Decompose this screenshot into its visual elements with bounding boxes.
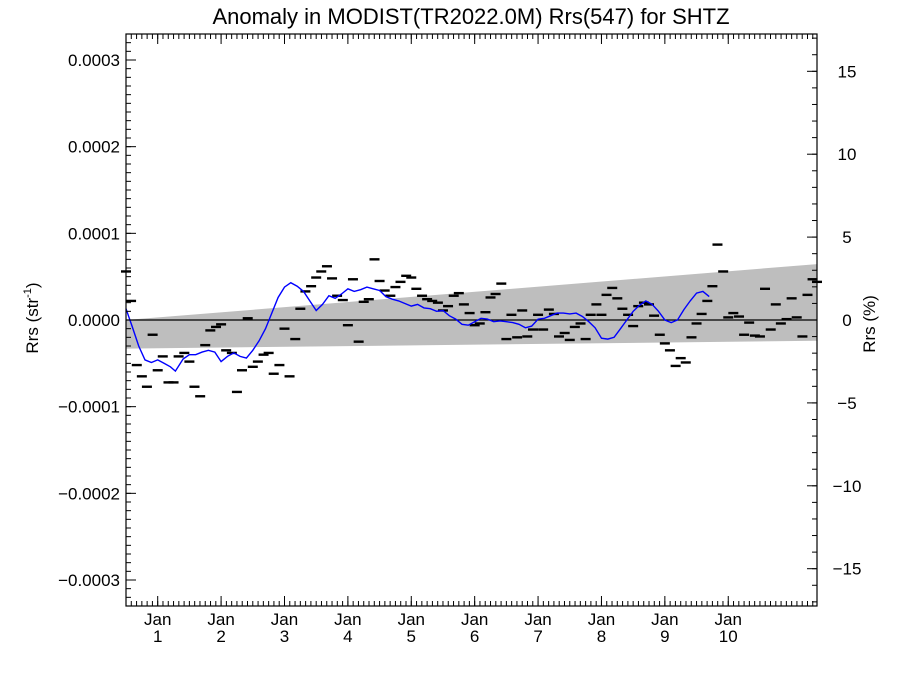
y-tick-label-right: 0 (842, 311, 851, 330)
x-tick-label-month: Jan (461, 610, 488, 629)
x-tick-label-year: 9 (660, 627, 669, 646)
x-tick-label-month: Jan (588, 610, 615, 629)
uncertainty-band (126, 264, 817, 349)
x-tick-label-month: Jan (715, 610, 742, 629)
x-tick-label-month: Jan (144, 610, 171, 629)
y-tick-label-right: −10 (833, 477, 862, 496)
x-tick-label-year: 5 (407, 627, 416, 646)
y-tick-label-left: −0.0003 (58, 571, 120, 590)
x-tick-label-month: Jan (271, 610, 298, 629)
x-tick-label-year: 6 (470, 627, 479, 646)
plot-area (121, 33, 822, 607)
y-tick-label-left: 0.0003 (68, 51, 120, 70)
y-tick-label-right: 5 (842, 228, 851, 247)
x-tick-label-month: Jan (334, 610, 361, 629)
y-tick-label-left: −0.0002 (58, 484, 120, 503)
x-tick-label-month: Jan (207, 610, 234, 629)
y-tick-label-right: 10 (838, 145, 857, 164)
y-tick-label-left: −0.0001 (58, 398, 120, 417)
x-tick-label-year: 4 (343, 627, 352, 646)
chart-title: Anomaly in MODIST(TR2022.0M) Rrs(547) fo… (212, 4, 729, 29)
y-tick-label-right: −5 (837, 394, 856, 413)
y-axis-left-label-sup: -1 (22, 288, 34, 298)
y-axis-right-label: Rrs (%) (860, 295, 879, 353)
x-tick-label-year: 3 (280, 627, 289, 646)
y-axis-left-label-main: Rrs (str (23, 298, 42, 354)
x-tick-label-month: Jan (651, 610, 678, 629)
x-tick-label-month: Jan (524, 610, 551, 629)
y-tick-label-left: 0.0001 (68, 224, 120, 243)
x-tick-label-month: Jan (398, 610, 425, 629)
x-tick-label-year: 10 (719, 627, 738, 646)
y-axis-left-label-close: ) (23, 282, 42, 288)
x-axis: Jan1Jan2Jan3Jan4Jan5Jan6Jan7Jan8Jan9Jan1… (125, 34, 814, 646)
x-tick-label-year: 7 (533, 627, 542, 646)
x-tick-label-year: 2 (216, 627, 225, 646)
y-tick-label-left: 0.0002 (68, 138, 120, 157)
smoothed-line (125, 281, 710, 373)
y-axis-left-label: Rrs (str-1) (22, 282, 42, 353)
y-tick-label-left: 0.0000 (68, 311, 120, 330)
x-tick-label-year: 8 (597, 627, 606, 646)
y-axis-right: 15 10 5 0 −5 −10 −15 (807, 37, 862, 603)
x-tick-label-year: 1 (153, 627, 162, 646)
y-tick-label-right: −15 (833, 560, 862, 579)
y-axis-left: 0.0003 0.0002 0.0001 0.0000 −0.0001 −0.0002 −0… (58, 42, 136, 598)
y-tick-label-right: 15 (838, 62, 857, 81)
